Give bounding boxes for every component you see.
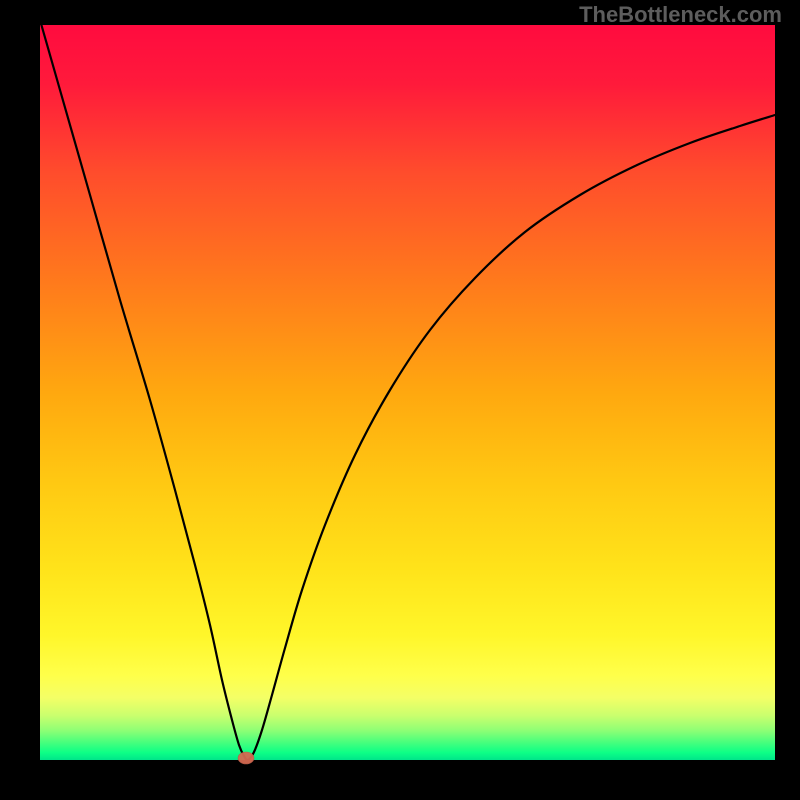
chart-svg: [0, 0, 800, 800]
minimum-marker: [238, 752, 254, 764]
bottleneck-curve: [40, 20, 775, 760]
